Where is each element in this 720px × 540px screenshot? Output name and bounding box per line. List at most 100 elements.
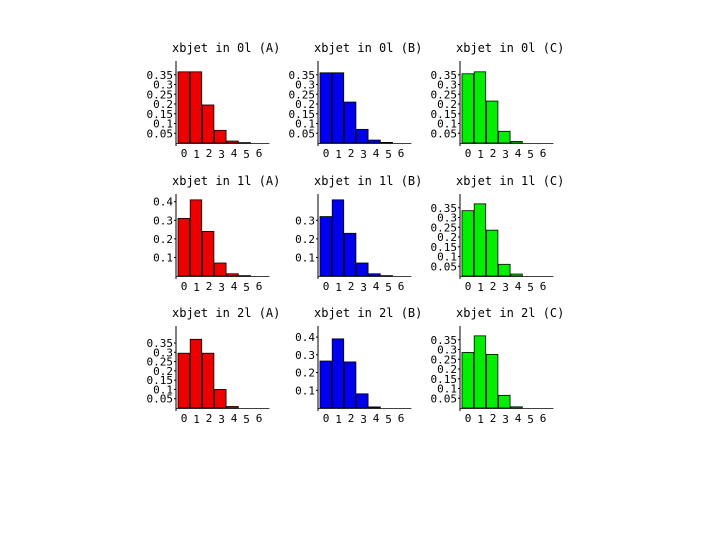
histogram-bar <box>485 229 499 277</box>
histogram-panel: xbjet in 1l (A) 0.1 0.2 0.3 0.4 0 1 2 3 4 5 6 <box>153 174 280 294</box>
y-tick-label: 0.15 <box>431 373 458 386</box>
histogram-bar <box>343 361 357 409</box>
y-tick-label: 0.05 <box>289 127 316 140</box>
x-tick-label: 0 <box>323 412 330 425</box>
histogram-bar <box>201 231 215 277</box>
chart-title: xbjet in 2l (B) <box>314 306 422 320</box>
chart-title: xbjet in 0l (A) <box>172 41 280 55</box>
y-tick-label: 0.25 <box>289 88 316 101</box>
y-tick-label: 0.4 <box>153 196 173 209</box>
y-tick-label: 0.2 <box>437 98 457 111</box>
histogram-panel: xbjet in 1l (C) 0.050.10.150.20.250.30.35… <box>431 174 565 294</box>
x-tick-label: 3 <box>218 413 225 426</box>
x-tick-label: 5 <box>385 281 392 294</box>
y-tick-label: 0.1 <box>153 251 173 264</box>
histogram-panel: xbjet in 2l (C) 0.050.10.150.20.250.30.35… <box>431 306 565 426</box>
y-tick-label: 0.25 <box>431 221 458 234</box>
histogram-bar <box>319 360 332 409</box>
x-tick-label: 4 <box>373 147 380 160</box>
y-tick-label: 0.2 <box>437 363 457 376</box>
y-tick-label: 0.35 <box>289 69 316 82</box>
histogram-bar <box>461 73 474 144</box>
x-tick-label: 6 <box>256 412 263 425</box>
histogram-bar <box>510 273 523 277</box>
histogram-bar <box>189 71 203 144</box>
x-tick-label: 3 <box>218 281 225 294</box>
x-tick-label: 1 <box>335 148 342 161</box>
x-tick-label: 5 <box>527 148 534 161</box>
x-tick-label: 1 <box>477 413 484 426</box>
histogram-bar <box>226 406 239 409</box>
y-tick-label: 0.1 <box>295 384 315 397</box>
y-tick-label: 0.15 <box>147 374 174 387</box>
histogram-bar <box>177 352 190 409</box>
histogram-bar <box>189 338 203 409</box>
x-tick-label: 0 <box>181 147 188 160</box>
y-tick-label: 0.15 <box>431 108 458 121</box>
histogram-bar <box>485 353 499 409</box>
x-tick-label: 2 <box>206 147 213 160</box>
x-tick-label: 3 <box>218 148 225 161</box>
histogram-bar <box>356 262 369 277</box>
x-tick-label: 0 <box>323 147 330 160</box>
histogram-panel: xbjet in 1l (B) 0.1 0.2 0.3 0 1 2 3 4 5 6 <box>295 174 422 294</box>
x-tick-label: 1 <box>193 281 200 294</box>
y-tick-label: 0.05 <box>147 393 174 406</box>
x-tick-label: 5 <box>527 281 534 294</box>
y-tick-label: 0.35 <box>147 337 174 350</box>
histogram-bar <box>214 129 227 144</box>
histogram-bar <box>473 71 487 144</box>
histogram-bar <box>461 210 474 277</box>
histogram-bar <box>177 218 190 277</box>
x-tick-label: 5 <box>243 413 250 426</box>
x-tick-label: 3 <box>360 148 367 161</box>
x-tick-label: 1 <box>335 281 342 294</box>
chart-title: xbjet in 2l (C) <box>456 306 564 320</box>
y-tick-label: 0.1 <box>437 383 457 396</box>
histogram-bar <box>473 335 487 409</box>
y-tick-label: 0.05 <box>147 127 174 140</box>
y-tick-label: 0.2 <box>153 98 173 111</box>
y-tick-label: 0.3 <box>295 79 315 92</box>
histogram-panel: xbjet in 2l (A) 0.050.10.150.20.250.30.35… <box>147 306 281 426</box>
y-tick-label: 0.25 <box>431 88 458 101</box>
histogram-bar <box>226 273 239 277</box>
histogram-bar <box>356 128 369 144</box>
y-tick-label: 0.2 <box>295 367 315 380</box>
y-tick-label: 0.1 <box>153 118 173 131</box>
y-tick-label: 0.2 <box>295 233 315 246</box>
histogram-bar <box>485 100 499 144</box>
y-tick-label: 0.15 <box>147 108 174 121</box>
x-tick-label: 6 <box>398 280 405 293</box>
histogram-bar <box>177 71 190 144</box>
histogram-panel: xbjet in 0l (B) 0.050.10.150.20.250.30.35… <box>289 41 423 161</box>
y-tick-label: 0.15 <box>289 108 316 121</box>
y-tick-label: 0.3 <box>153 346 173 359</box>
x-tick-label: 5 <box>527 413 534 426</box>
chart-title: xbjet in 1l (A) <box>172 174 280 188</box>
y-tick-label: 0.3 <box>295 349 315 362</box>
y-tick-label: 0.2 <box>437 231 457 244</box>
y-tick-label: 0.05 <box>431 127 458 140</box>
x-tick-label: 0 <box>465 280 472 293</box>
histogram-bar <box>380 142 393 144</box>
y-tick-label: 0.1 <box>295 251 315 264</box>
histogram-bar <box>368 139 381 144</box>
histogram-bar <box>226 140 239 144</box>
x-tick-label: 3 <box>502 281 509 294</box>
x-tick-label: 2 <box>348 147 355 160</box>
y-tick-label: 0.1 <box>437 118 457 131</box>
histogram-bar <box>473 203 487 277</box>
histogram-bar <box>510 406 523 409</box>
histogram-bar <box>498 394 511 409</box>
x-tick-label: 6 <box>398 412 405 425</box>
x-tick-label: 1 <box>335 413 342 426</box>
histogram-bar <box>214 262 227 277</box>
histogram-bar <box>189 199 203 277</box>
histogram-bar <box>356 393 369 409</box>
y-tick-label: 0.3 <box>437 79 457 92</box>
y-tick-label: 0.25 <box>147 356 174 369</box>
histogram-bar <box>319 216 332 277</box>
x-tick-label: 4 <box>373 280 380 293</box>
